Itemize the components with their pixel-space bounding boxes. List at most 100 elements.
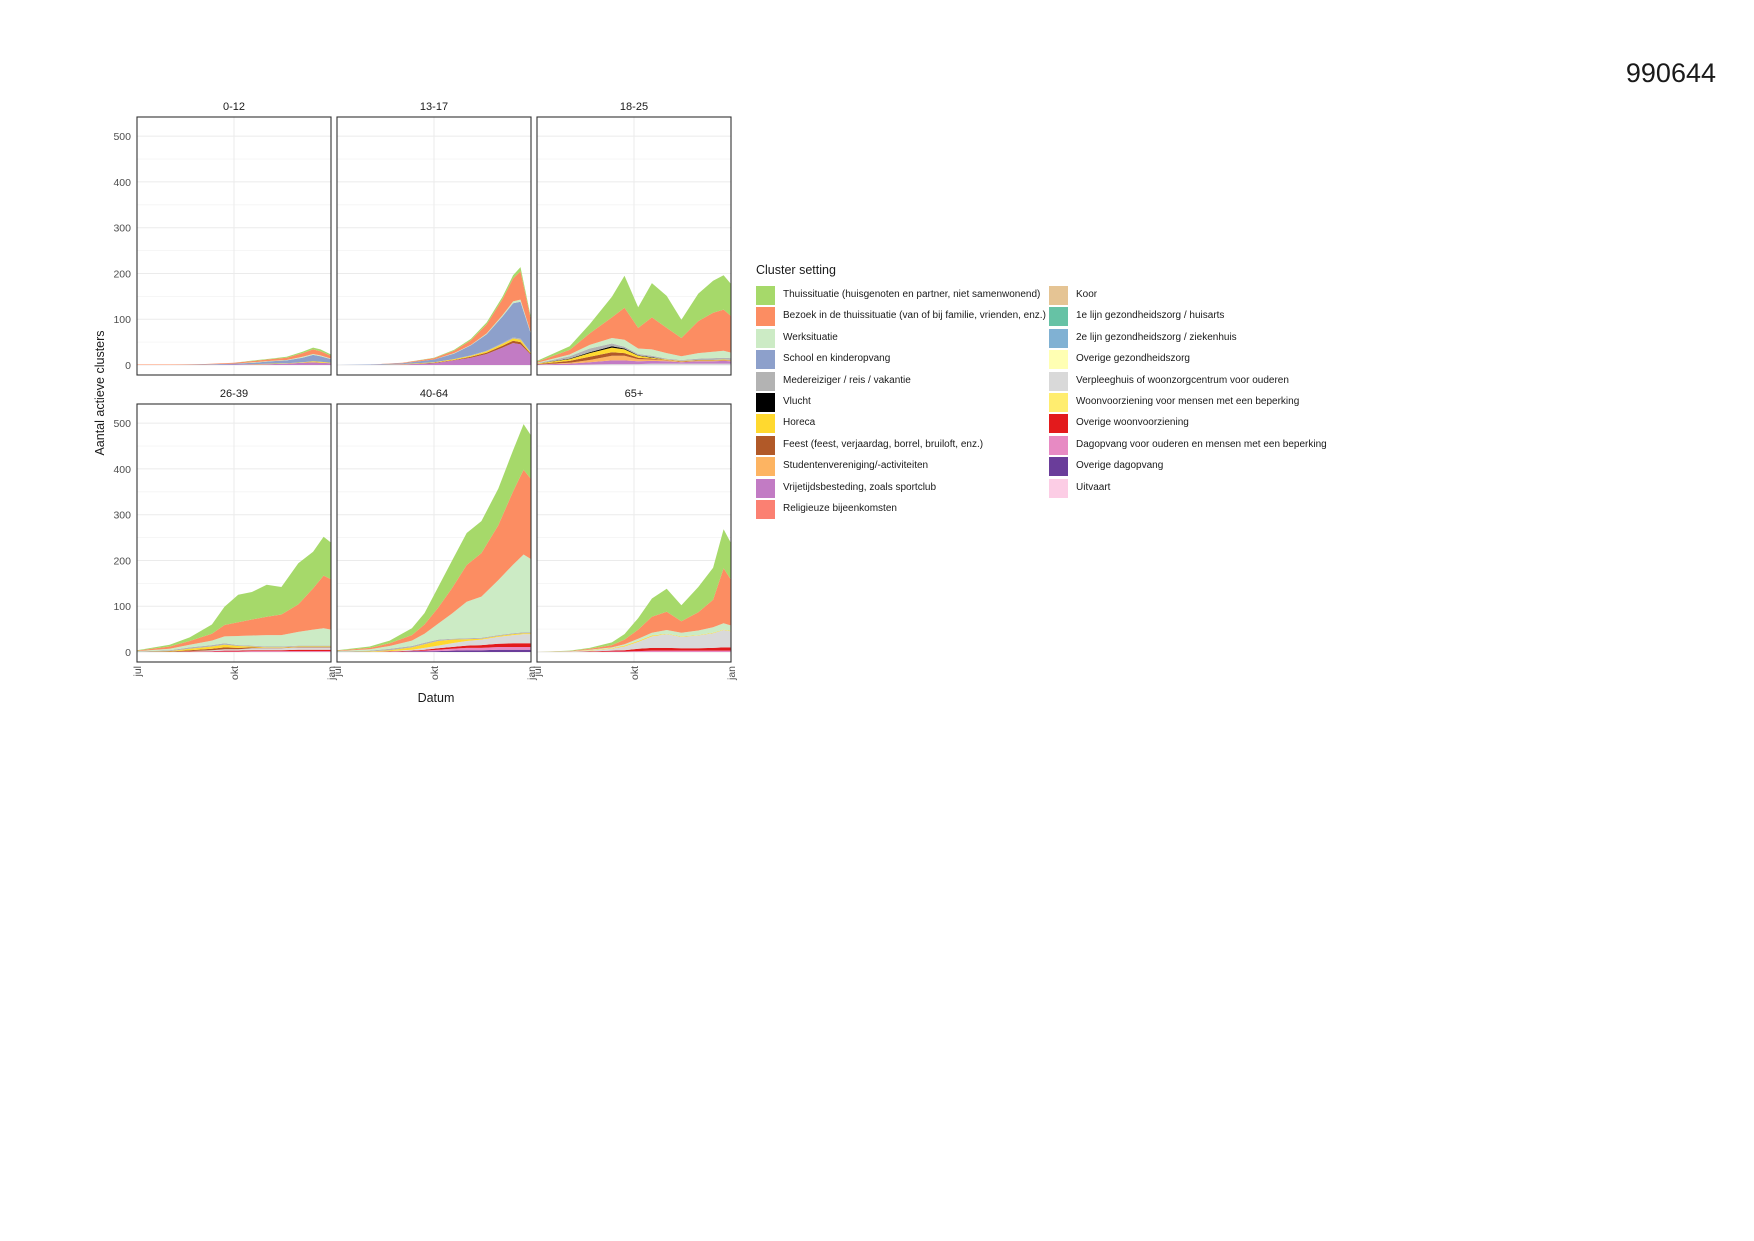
- x-tick-label: jul: [532, 666, 544, 678]
- legend-label: Bezoek in de thuissituatie (van of bij f…: [783, 310, 1046, 322]
- area-series: [137, 647, 331, 652]
- legend-label: Koor: [1076, 289, 1098, 300]
- area-series: [337, 424, 531, 651]
- area-series: [337, 647, 531, 652]
- x-tick-label: jan: [326, 666, 338, 681]
- x-tick-label: jul: [132, 666, 144, 678]
- x-tick-label: okt: [229, 666, 241, 680]
- legend-swatch: [1049, 371, 1068, 391]
- panel-border: [536, 403, 732, 663]
- area-series: [337, 271, 531, 365]
- area-series: [537, 360, 731, 365]
- area-series: [137, 349, 331, 365]
- legend-label: Thuissituatie (huisgenoten en partner, n…: [783, 289, 1041, 300]
- legend-label: Vrijetijdsbesteding, zoals sportclub: [783, 481, 937, 493]
- legend-swatch: [756, 350, 775, 370]
- area-series: [337, 649, 531, 652]
- panel-border: [336, 403, 532, 663]
- area-series: [137, 347, 331, 365]
- area-series: [137, 649, 331, 652]
- area-series: [137, 643, 331, 652]
- legend-label: Horeca: [783, 417, 816, 429]
- facet-title: 40-64: [420, 388, 448, 400]
- legend-swatch: [1049, 286, 1068, 305]
- facet-panel: 26-39 0 100 200 300 400 500 jul okt jan: [113, 388, 338, 681]
- legend-label: Dagopvang voor ouderen en mensen met een…: [1076, 438, 1327, 450]
- legend-swatch: [1049, 392, 1068, 412]
- panel-border: [536, 116, 732, 376]
- x-tick-label: okt: [429, 666, 441, 680]
- facet-panel: 0-12 0 100 200 300 400 500: [113, 101, 332, 376]
- area-series: [337, 338, 531, 365]
- legend-label: Uitvaart: [1076, 481, 1111, 493]
- area-series: [537, 347, 731, 365]
- legend-swatch: [1049, 435, 1068, 455]
- legend-swatch: [756, 371, 775, 391]
- area-series: [537, 352, 731, 365]
- legend-swatch: [756, 435, 775, 455]
- legend-label: 1e lijn gezondheidszorg / huisarts: [1076, 310, 1225, 322]
- area-series: [137, 354, 331, 365]
- area-series: [537, 338, 731, 364]
- y-tick-label: 100: [113, 601, 131, 613]
- legend-swatch: [1049, 414, 1068, 434]
- area-series: [337, 632, 531, 652]
- legend-swatch: [756, 414, 775, 434]
- legend-label: 2e lijn gezondheidszorg / ziekenhuis: [1076, 331, 1237, 343]
- y-tick-label: 400: [113, 177, 131, 189]
- facet-panel: 13-17: [336, 101, 532, 376]
- legend-label: Medereiziger / reis / vakantie: [783, 374, 911, 386]
- legend-label: Studentenvereniging/-activiteiten: [783, 460, 929, 472]
- area-series: [537, 630, 731, 652]
- legend-swatch: [756, 392, 775, 412]
- y-tick-label: 200: [113, 555, 131, 567]
- facet-title: 18-25: [620, 101, 648, 113]
- panel-border: [336, 116, 532, 376]
- x-tick-label: jan: [526, 666, 538, 681]
- y-tick-label: 300: [113, 223, 131, 235]
- y-tick-label: 100: [113, 314, 131, 326]
- area-series: [537, 363, 731, 365]
- area-series: [137, 361, 331, 365]
- legend-label: Overige woonvoorziening: [1076, 417, 1189, 429]
- x-tick-label: okt: [629, 666, 641, 680]
- area-series: [137, 647, 331, 652]
- area-series: [337, 469, 531, 652]
- legend-swatch: [756, 286, 775, 305]
- legend-label: Religieuze bijeenkomsten: [783, 502, 897, 514]
- document-id-label: 990644: [1625, 58, 1716, 88]
- area-series: [537, 650, 731, 652]
- y-tick-label: 0: [125, 360, 131, 372]
- legend-swatch: [756, 499, 775, 519]
- legend-swatch: [1049, 457, 1068, 477]
- legend-swatch: [1049, 350, 1068, 370]
- area-series: [537, 529, 731, 652]
- area-series: [537, 307, 731, 363]
- area-series: [537, 275, 731, 362]
- facet-title: 13-17: [420, 101, 448, 113]
- y-tick-label: 500: [113, 131, 131, 143]
- panel-border: [136, 116, 332, 376]
- legend-swatch: [1049, 328, 1068, 348]
- legend-swatch: [756, 328, 775, 348]
- legend-swatch: [756, 307, 775, 327]
- area-series: [337, 340, 531, 365]
- legend-swatch: [1049, 478, 1068, 498]
- area-series: [137, 536, 331, 651]
- legend-label: Verpleeghuis of woonzorgcentrum voor oud…: [1076, 374, 1289, 386]
- legend-swatch: [1049, 307, 1068, 327]
- legend-label: Feest (feest, verjaardag, borrel, bruilo…: [783, 438, 984, 450]
- legend-swatch: [756, 478, 775, 498]
- area-series: [337, 633, 531, 652]
- y-tick-label: 300: [113, 510, 131, 522]
- legend-label: Overige gezondheidszorg: [1076, 353, 1190, 365]
- x-axis-title: Datum: [418, 691, 455, 705]
- legend-label: School en kinderopvang: [783, 353, 891, 365]
- facet-title: 65+: [625, 388, 644, 400]
- area-series: [137, 362, 331, 365]
- y-tick-label: 400: [113, 464, 131, 476]
- area-series: [137, 628, 331, 652]
- x-tick-label: jul: [332, 666, 344, 678]
- area-series: [537, 355, 731, 365]
